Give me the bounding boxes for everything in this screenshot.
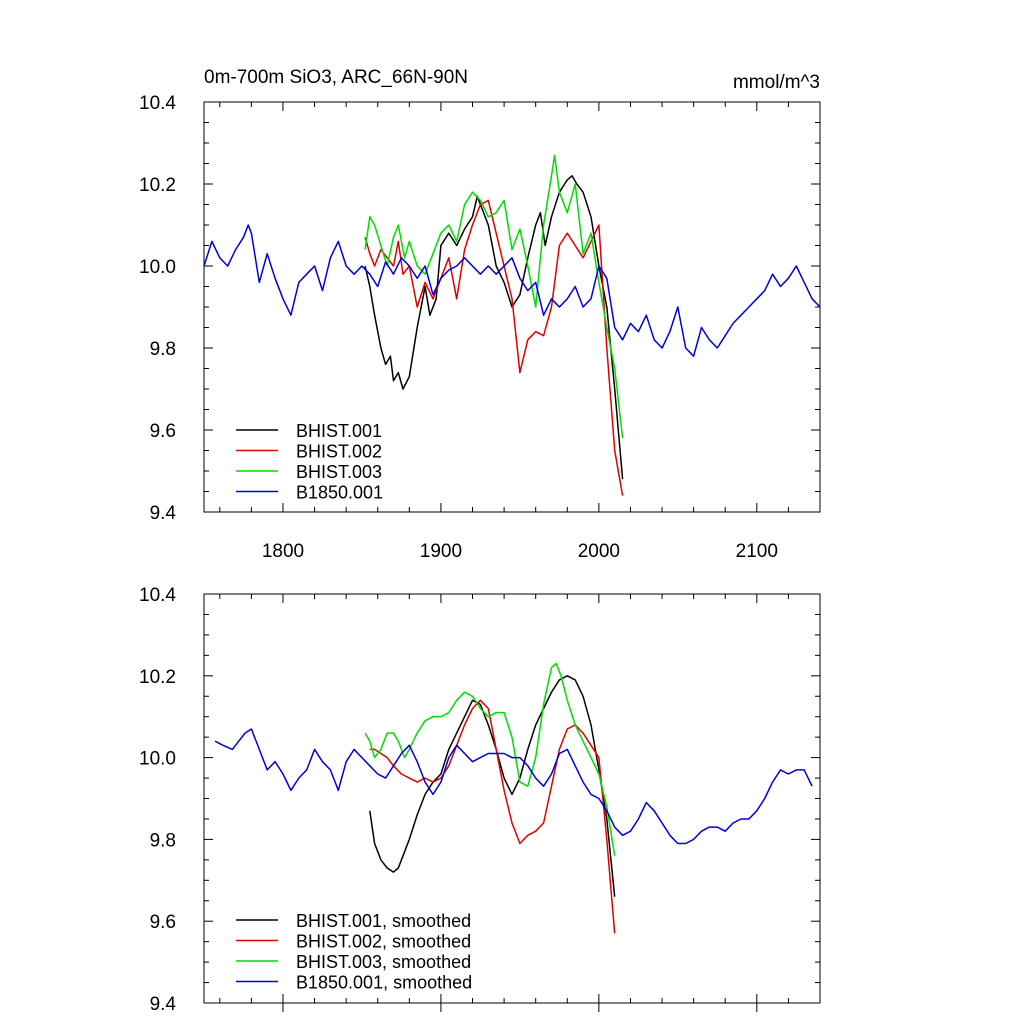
series-line-3	[364, 154, 624, 439]
legend-label: BHIST.002, smoothed	[296, 932, 471, 952]
panel-bottom: 9.4 9.6 9.8 10.0 10.2 10.4 BHIST.001, smoothe…	[139, 585, 821, 1015]
legend-label: B1850.001	[296, 483, 383, 503]
y-tick-label: 10.4	[139, 585, 176, 606]
y-tick-label: 10.2	[139, 175, 176, 196]
x-tick-label: 2000	[578, 541, 620, 562]
y-tick-label: 9.6	[150, 912, 176, 933]
legend-label: BHIST.003	[296, 462, 382, 482]
y-tick-label: 9.8	[150, 339, 176, 360]
legend-label: BHIST.003, smoothed	[296, 952, 471, 972]
chart-title: 0m-700m SiO3, ARC_66N-90N	[204, 67, 468, 88]
legend-label: B1850.001, smoothed	[296, 973, 472, 993]
axes-layer: 9.4 9.6 9.8 10.0 10.2 10.4	[139, 585, 821, 1015]
series-line-2	[364, 199, 624, 496]
legend-label: BHIST.001, smoothed	[296, 911, 471, 931]
axes-layer: 1800 1900 2000 2100 9.4 9.6 9.8 10.0 10.2 10.4	[139, 93, 821, 562]
series-line-1	[364, 175, 624, 480]
series-line-4	[214, 728, 813, 845]
legend-label: BHIST.002	[296, 442, 382, 462]
legend-label: BHIST.001	[296, 421, 382, 441]
series-line-2	[369, 699, 616, 934]
x-tick-label: 1900	[420, 541, 462, 562]
y-tick-label: 9.4	[150, 994, 177, 1015]
series-layer	[214, 662, 813, 934]
x-tick-label: 2100	[736, 541, 778, 562]
panel-top: 0m-700m SiO3, ARC_66N-90N mmol/m^3 1800 1…	[139, 67, 821, 562]
x-tick-label: 1800	[262, 541, 304, 562]
y-tick-label: 10.0	[139, 749, 176, 770]
series-layer	[203, 154, 821, 496]
y-tick-label: 10.2	[139, 667, 176, 688]
y-tick-label: 9.8	[150, 830, 176, 851]
units-label: mmol/m^3	[733, 72, 820, 93]
y-tick-label: 9.6	[150, 421, 176, 442]
y-tick-label: 10.4	[139, 93, 176, 114]
y-tick-label: 10.0	[139, 257, 176, 278]
y-tick-label: 9.4	[150, 503, 177, 524]
series-line-1	[369, 675, 616, 897]
series-line-4	[203, 224, 821, 357]
series-line-3	[364, 662, 616, 856]
